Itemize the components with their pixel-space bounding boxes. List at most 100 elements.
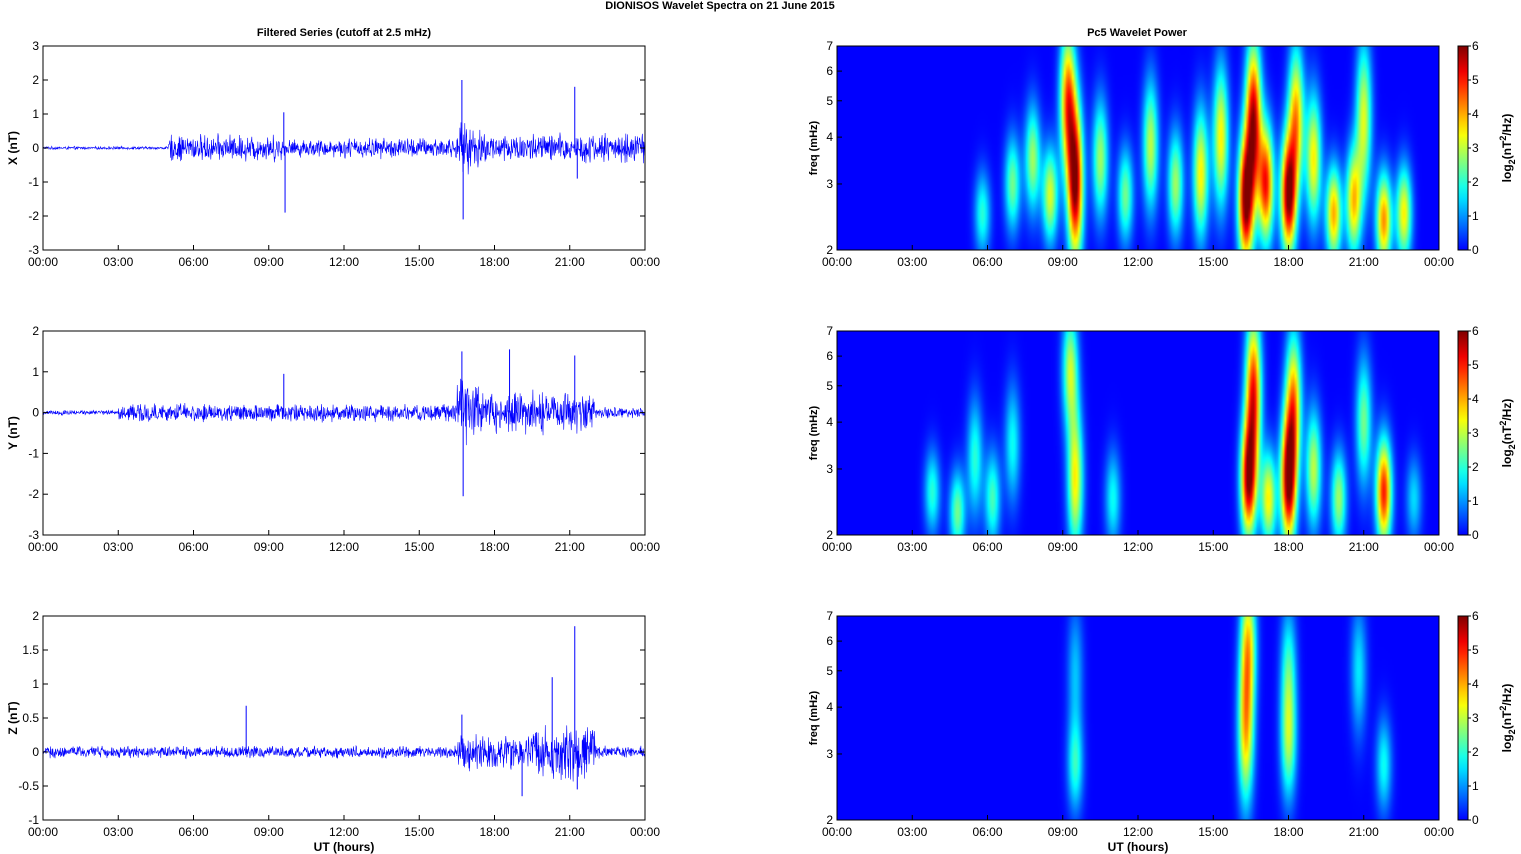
left-column-title: Filtered Series (cutoff at 2.5 mHz) [257, 27, 432, 39]
colorbar-tick-label: 5 [1472, 358, 1479, 372]
wavelet-xtick-label: 03:00 [897, 540, 927, 554]
timeseries-xtick-label: 15:00 [404, 540, 434, 554]
wavelet-xtick-label: 09:00 [1048, 540, 1078, 554]
colorbar-tick-label: 3 [1472, 711, 1479, 725]
wavelet-power-map [837, 46, 1439, 250]
ylabel-x: X (nT) [6, 131, 20, 165]
timeseries-xtick-label: 09:00 [254, 540, 284, 554]
ytick-label: 0 [32, 141, 39, 155]
colorbar-label: log2(nT2/Hz) [1498, 684, 1517, 753]
freq-tick-label: 7 [826, 39, 833, 53]
timeseries-xtick-label: 00:00 [28, 825, 58, 839]
ytick-label: 0 [32, 406, 39, 420]
freq-tick-label: 2 [826, 813, 833, 827]
timeseries-xtick-label: 00:00 [28, 255, 58, 269]
ytick-label: 1 [32, 365, 39, 379]
wavelet-xtick-label: 15:00 [1198, 255, 1228, 269]
colorbar-tick-label: 6 [1472, 39, 1479, 53]
timeseries-xtick-label: 21:00 [555, 825, 585, 839]
colorbar-tick-label: 0 [1472, 813, 1479, 827]
timeseries-xtick-label: 00:00 [630, 825, 660, 839]
wavelet-xtick-label: 12:00 [1123, 540, 1153, 554]
ytick-label: 0.5 [22, 711, 39, 725]
wavelet-xtick-label: 09:00 [1048, 825, 1078, 839]
wavelet-xtick-label: 00:00 [1424, 825, 1454, 839]
freq-axis-label: freq (mHz) [808, 405, 820, 460]
ytick-label: 2 [32, 609, 39, 623]
colorbar-tick-label: 5 [1472, 643, 1479, 657]
freq-tick-label: 3 [826, 462, 833, 476]
freq-tick-label: 4 [826, 130, 833, 144]
timeseries-xtick-label: 12:00 [329, 825, 359, 839]
wavelet-power-map [837, 616, 1439, 820]
wavelet-xtick-label: 03:00 [897, 255, 927, 269]
wavelet-xtick-label: 18:00 [1273, 540, 1303, 554]
colorbar-tick-label: 5 [1472, 73, 1479, 87]
colorbar-tick-label: 2 [1472, 745, 1479, 759]
ytick-label: 2 [32, 73, 39, 87]
wavelet-xtick-label: 12:00 [1123, 255, 1153, 269]
ytick-label: 3 [32, 39, 39, 53]
right-column-title: Pc5 Wavelet Power [1087, 27, 1188, 39]
colorbar-tick-label: 0 [1472, 528, 1479, 542]
freq-tick-label: 5 [826, 379, 833, 393]
wavelet-xtick-label: 00:00 [1424, 540, 1454, 554]
colorbar-tick-label: 3 [1472, 426, 1479, 440]
timeseries-xtick-label: 15:00 [404, 825, 434, 839]
colorbar-tick-label: 4 [1472, 107, 1479, 121]
colorbar [1457, 45, 1469, 251]
ytick-label: -1 [28, 446, 39, 460]
timeseries-xtick-label: 12:00 [329, 255, 359, 269]
colorbar-tick-label: 1 [1472, 209, 1479, 223]
colorbar-tick-label: 0 [1472, 243, 1479, 257]
wavelet-xtick-label: 00:00 [822, 540, 852, 554]
freq-tick-label: 2 [826, 528, 833, 542]
timeseries-xtick-label: 15:00 [404, 255, 434, 269]
ytick-label: -1 [28, 175, 39, 189]
ytick-label: -2 [28, 209, 39, 223]
colorbar-tick-label: 2 [1472, 175, 1479, 189]
ytick-label: 2 [32, 324, 39, 338]
colorbar [1457, 330, 1469, 536]
colorbar-tick-label: 6 [1472, 609, 1479, 623]
timeseries-xtick-label: 06:00 [178, 255, 208, 269]
timeseries-panel-y: 210-1-2-300:00 03:00 06:00 09:00 12:00 15:00 1… [6, 324, 660, 554]
wavelet-power-map [837, 331, 1439, 535]
wavelet-xtick-label: 18:00 [1273, 825, 1303, 839]
wavelet-xtick-label: 06:00 [972, 540, 1002, 554]
wavelet-xtick-label: 21:00 [1349, 825, 1379, 839]
colorbar-label: log2(nT2/Hz) [1498, 114, 1517, 183]
wavelet-xtick-label: 12:00 [1123, 825, 1153, 839]
freq-axis-label: freq (mHz) [808, 120, 820, 175]
freq-tick-label: 6 [826, 349, 833, 363]
freq-tick-label: 3 [826, 177, 833, 191]
colorbar-tick-label: 1 [1472, 494, 1479, 508]
timeseries-xtick-label: 00:00 [28, 540, 58, 554]
wavelet-xtick-label: 21:00 [1349, 540, 1379, 554]
xlabel: UT (hours) [1108, 840, 1169, 854]
ytick-label: -1 [28, 813, 39, 827]
freq-tick-label: 5 [826, 664, 833, 678]
colorbar-tick-label: 1 [1472, 779, 1479, 793]
timeseries-xtick-label: 18:00 [479, 255, 509, 269]
freq-tick-label: 6 [826, 64, 833, 78]
ytick-label: -0.5 [18, 779, 39, 793]
ytick-label: 1 [32, 677, 39, 691]
wavelet-xtick-label: 00:00 [1424, 255, 1454, 269]
colorbar-label: log2(nT2/Hz) [1498, 399, 1517, 468]
ytick-label: -3 [28, 528, 39, 542]
freq-tick-label: 7 [826, 324, 833, 338]
wavelet-xtick-label: 06:00 [972, 825, 1002, 839]
timeseries-xtick-label: 00:00 [630, 255, 660, 269]
ytick-label: 0 [32, 745, 39, 759]
series-line-x [42, 122, 646, 175]
wavelet-xtick-label: 00:00 [822, 825, 852, 839]
freq-tick-label: 4 [826, 415, 833, 429]
timeseries-panel-z: 21.510.50-0.5-100:00 03:00 06:00 09:00 12:00… [6, 609, 660, 854]
wavelet-xtick-label: 18:00 [1273, 255, 1303, 269]
ylabel-z: Z (nT) [6, 701, 20, 734]
colorbar-tick-label: 6 [1472, 324, 1479, 338]
